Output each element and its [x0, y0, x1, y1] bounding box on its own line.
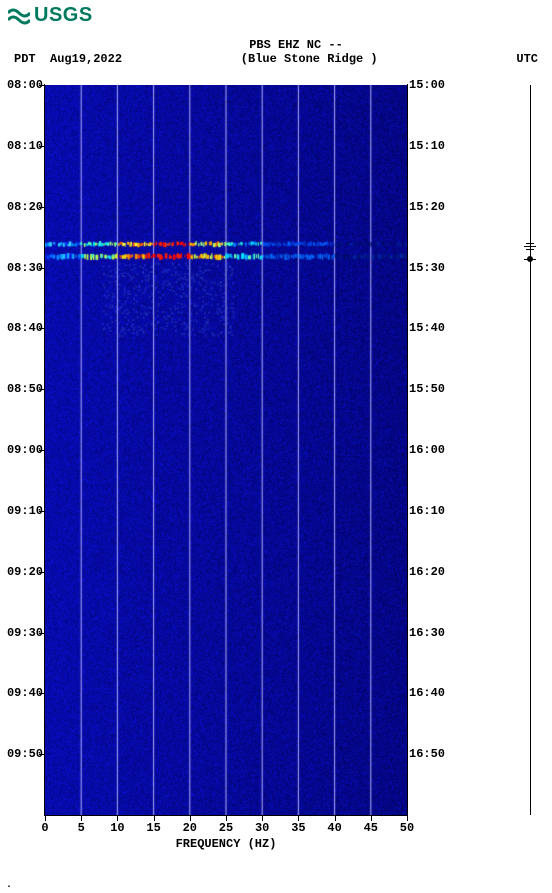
x-tick-label: 25 — [219, 821, 233, 835]
y-tick-left: 09:00 — [7, 443, 43, 457]
y-tick-right: 16:50 — [409, 747, 445, 761]
y-tick-left: 08:50 — [7, 382, 43, 396]
x-tick-label: 35 — [291, 821, 305, 835]
y-tick-left: 08:40 — [7, 321, 43, 335]
y-tick-right: 16:40 — [409, 686, 445, 700]
y-tick-right: 16:10 — [409, 504, 445, 518]
x-tick-label: 20 — [183, 821, 197, 835]
x-tick-label: 40 — [327, 821, 341, 835]
tz-right: UTC — [516, 52, 538, 66]
station-line: PBS EHZ NC -- — [40, 38, 552, 52]
y-tick-right: 15:10 — [409, 139, 445, 153]
y-tick-left: 09:40 — [7, 686, 43, 700]
y-tick-right: 16:00 — [409, 443, 445, 457]
x-tick-label: 50 — [400, 821, 414, 835]
y-tick-right: 15:30 — [409, 261, 445, 275]
x-tick-label: 45 — [364, 821, 378, 835]
spectrogram-plot: FREQUENCY (HZ) 08:0008:1008:2008:3008:40… — [45, 85, 407, 815]
y-tick-right: 15:50 — [409, 382, 445, 396]
external-axis — [530, 85, 531, 815]
usgs-logo: USGS — [8, 4, 93, 27]
bottom-mark: . — [6, 880, 12, 891]
x-tick-label: 0 — [41, 821, 48, 835]
site-name: (Blue Stone Ridge ) — [102, 52, 516, 66]
usgs-wave-icon — [8, 7, 30, 25]
y-tick-right: 16:20 — [409, 565, 445, 579]
usgs-logo-text: USGS — [34, 4, 93, 27]
y-tick-left: 08:10 — [7, 139, 43, 153]
x-axis-title: FREQUENCY (HZ) — [176, 837, 277, 851]
x-tick-label: 10 — [110, 821, 124, 835]
x-tick-label: 15 — [146, 821, 160, 835]
y-tick-left: 09:50 — [7, 747, 43, 761]
y-tick-right: 15:40 — [409, 321, 445, 335]
y-tick-right: 15:00 — [409, 78, 445, 92]
x-tick-label: 5 — [78, 821, 85, 835]
x-tick-label: 30 — [255, 821, 269, 835]
chart-header: PBS EHZ NC -- PDT Aug19,2022 (Blue Stone… — [0, 38, 552, 66]
y-tick-left: 09:20 — [7, 565, 43, 579]
y-tick-right: 15:20 — [409, 200, 445, 214]
y-tick-left: 08:30 — [7, 261, 43, 275]
y-tick-right: 16:30 — [409, 626, 445, 640]
y-tick-left: 08:20 — [7, 200, 43, 214]
y-tick-left: 09:10 — [7, 504, 43, 518]
spectrogram-canvas — [45, 85, 407, 815]
y-tick-left: 08:00 — [7, 78, 43, 92]
y-tick-left: 09:30 — [7, 626, 43, 640]
